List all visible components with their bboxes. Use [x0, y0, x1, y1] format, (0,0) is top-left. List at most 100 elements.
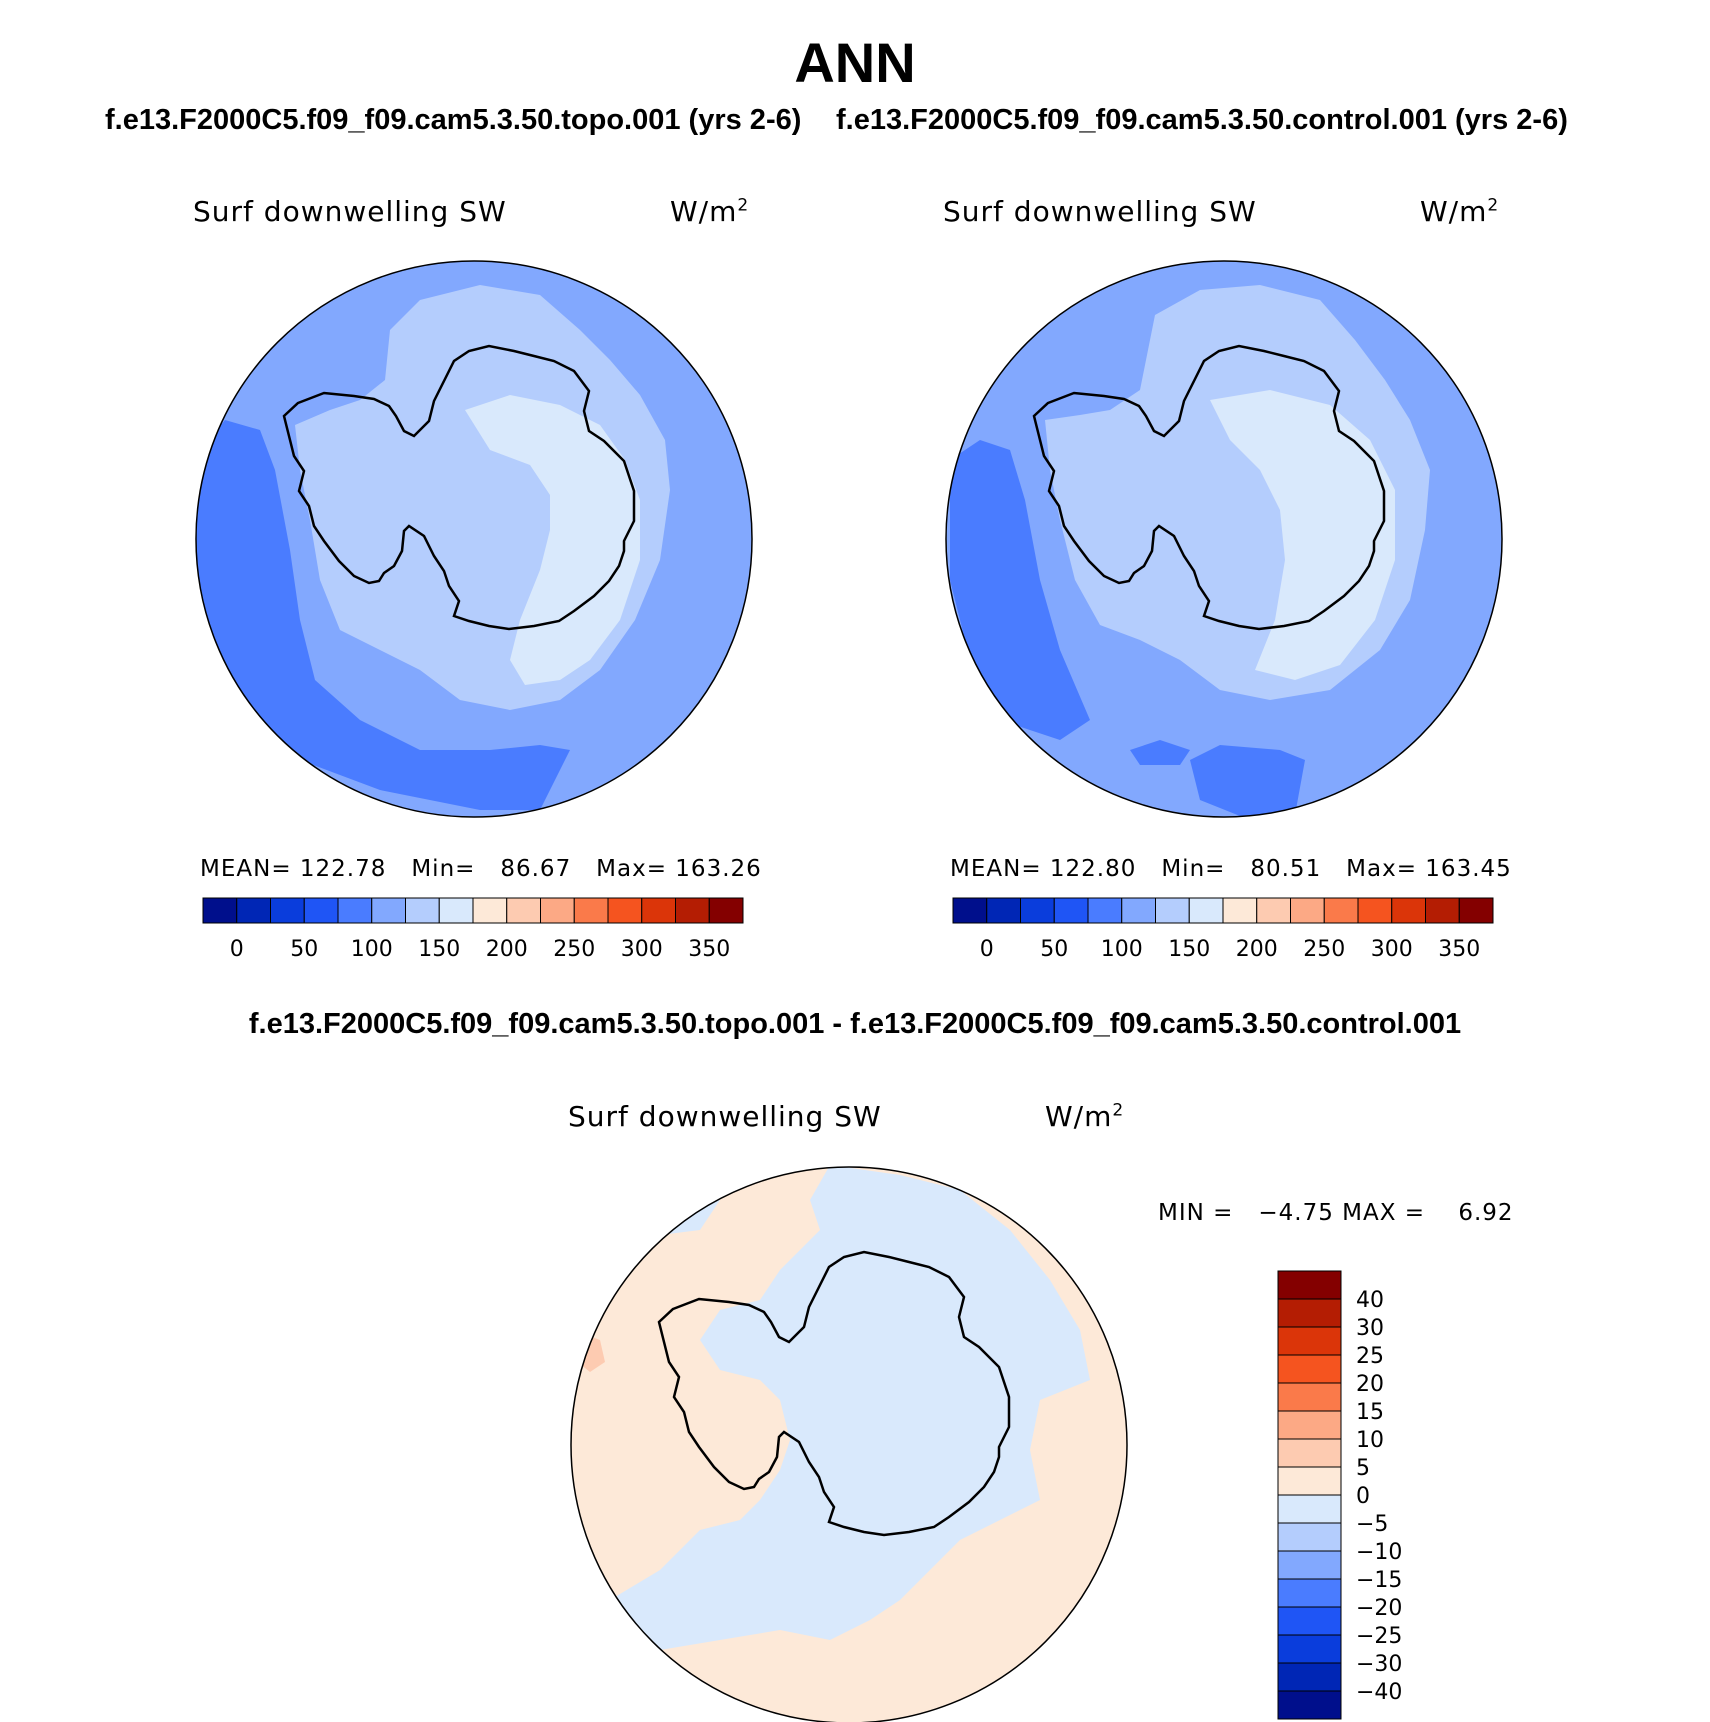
colorbar-box: [1277, 1634, 1342, 1664]
colorbar-box: [1290, 897, 1325, 924]
low-sw-region: [1130, 740, 1190, 765]
colorbar-tick-label: 350: [688, 937, 730, 962]
colorbar-tick-label: −25: [1356, 1624, 1402, 1649]
colorbar-box: [1357, 897, 1393, 924]
colorbar-box: [952, 897, 988, 924]
colorbar-box: [1277, 1382, 1342, 1412]
colorbar-tick-label: 300: [621, 937, 663, 962]
colorbar-box: [1277, 1466, 1342, 1496]
colorbar-tick-label: 150: [418, 937, 460, 962]
diff-variable-label: Surf downwelling SW: [568, 1100, 882, 1133]
colorbar-box: [1277, 1550, 1342, 1580]
max-label: Max=: [596, 856, 667, 882]
units-exponent: 2: [737, 195, 750, 216]
low-sw-region: [950, 440, 1090, 740]
colorbar-tick-label: −5: [1356, 1512, 1388, 1537]
colorbar-tick-label: 0: [230, 937, 244, 962]
mean-value: 122.78: [299, 856, 387, 882]
colorbar-box: [1277, 1354, 1342, 1384]
colorbar-box: [405, 897, 440, 924]
left-case-title: f.e13.F2000C5.f09_f09.cam5.3.50.topo.001…: [105, 104, 802, 136]
max-value: 163.45: [1425, 856, 1512, 882]
colorbar-tick-label: 40: [1356, 1288, 1384, 1313]
right-units-label: W/m2: [1420, 195, 1499, 228]
colorbar-tick-label: 0: [1356, 1484, 1370, 1509]
colorbar-box: [1277, 1438, 1342, 1468]
diff-negative-region: [610, 1167, 1090, 1650]
high-sw-region: [465, 395, 640, 685]
colorbar-box: [202, 897, 238, 924]
colorbar-box: [303, 897, 339, 924]
colorbar-box: [1155, 897, 1190, 924]
colorbar-box: [1277, 1662, 1342, 1692]
colorbar-tick-label: 5: [1356, 1456, 1370, 1481]
colorbar-box: [607, 897, 643, 924]
colorbar-box: [1222, 897, 1258, 924]
colorbar-box: [1256, 897, 1291, 924]
colorbar-tick-label: 0: [980, 937, 994, 962]
mean-label: MEAN=: [950, 856, 1042, 882]
colorbar-box: [573, 897, 609, 924]
max-value: 6.92: [1458, 1200, 1514, 1226]
left-units-label: W/m2: [670, 195, 749, 228]
min-label: MIN =: [1158, 1200, 1234, 1226]
colorbar-box: [1458, 897, 1494, 924]
mean-label: MEAN=: [200, 856, 292, 882]
colorbar-tick-label: −30: [1356, 1652, 1402, 1677]
colorbar-box: [1020, 897, 1055, 924]
colorbar-box: [675, 897, 710, 924]
colorbar-box: [1277, 1522, 1342, 1552]
colorbar-box: [1277, 1578, 1342, 1608]
max-value: 163.26: [675, 856, 762, 882]
high-sw-region: [1210, 390, 1395, 680]
colorbar-box: [1277, 1326, 1342, 1356]
colorbar-tick-label: 300: [1371, 937, 1413, 962]
colorbar-box: [1277, 1494, 1342, 1524]
colorbar-tick-label: 100: [1101, 937, 1143, 962]
left-variable-label: Surf downwelling SW: [193, 195, 507, 228]
colorbar-box: [506, 897, 541, 924]
left-colorbar: 0 50 100 150 200 250 300 350: [202, 897, 744, 962]
min-label: Min=: [1161, 856, 1226, 882]
left-map-border: [195, 260, 753, 818]
colorbar-tick-label: −40: [1356, 1680, 1402, 1705]
colorbar-tick-label: 200: [486, 937, 528, 962]
colorbar-tick-label: 15: [1356, 1400, 1384, 1425]
diff-stats: MIN = −4.75 MAX = 6.92: [1158, 1200, 1514, 1226]
colorbar-box: [236, 897, 271, 924]
right-case-title: f.e13.F2000C5.f09_f09.cam5.3.50.control.…: [836, 104, 1568, 136]
right-stats: MEAN= 122.80 Min= 80.51 Max= 163.45: [950, 856, 1512, 882]
main-title: ANN: [794, 31, 916, 94]
colorbar-tick-label: 100: [351, 937, 393, 962]
diff-map-border: [570, 1166, 1128, 1722]
colorbar-tick-label: 50: [290, 937, 318, 962]
colorbar-tick-label: 25: [1356, 1344, 1384, 1369]
colorbar-tick-label: 10: [1356, 1428, 1384, 1453]
units-base: W/m: [1045, 1100, 1113, 1133]
colorbar-box: [540, 897, 575, 924]
colorbar-box: [1188, 897, 1224, 924]
max-label: Max=: [1346, 856, 1417, 882]
units-exponent: 2: [1487, 195, 1500, 216]
colorbar-box: [1323, 897, 1359, 924]
colorbar-box: [1277, 1690, 1342, 1720]
colorbar-box: [472, 897, 508, 924]
units-base: W/m: [1420, 195, 1488, 228]
mean-value: 122.80: [1049, 856, 1137, 882]
right-map-border: [945, 260, 1503, 818]
diff-units-label: W/m2: [1045, 1100, 1124, 1133]
colorbar-box: [371, 897, 406, 924]
diff-title: f.e13.F2000C5.f09_f09.cam5.3.50.topo.001…: [248, 1008, 1462, 1040]
colorbar-box: [1121, 897, 1156, 924]
colorbar-tick-label: 200: [1236, 937, 1278, 962]
colorbar-box: [1277, 1410, 1342, 1440]
colorbar-box: [1087, 897, 1123, 924]
colorbar-tick-label: −20: [1356, 1596, 1402, 1621]
colorbar-box: [1425, 897, 1460, 924]
right-map: [946, 261, 1502, 817]
max-label: MAX =: [1342, 1200, 1426, 1226]
left-map: [196, 261, 752, 817]
min-value: 86.67: [500, 856, 572, 882]
colorbar-tick-label: 50: [1040, 937, 1068, 962]
low-sw-region: [196, 420, 570, 810]
